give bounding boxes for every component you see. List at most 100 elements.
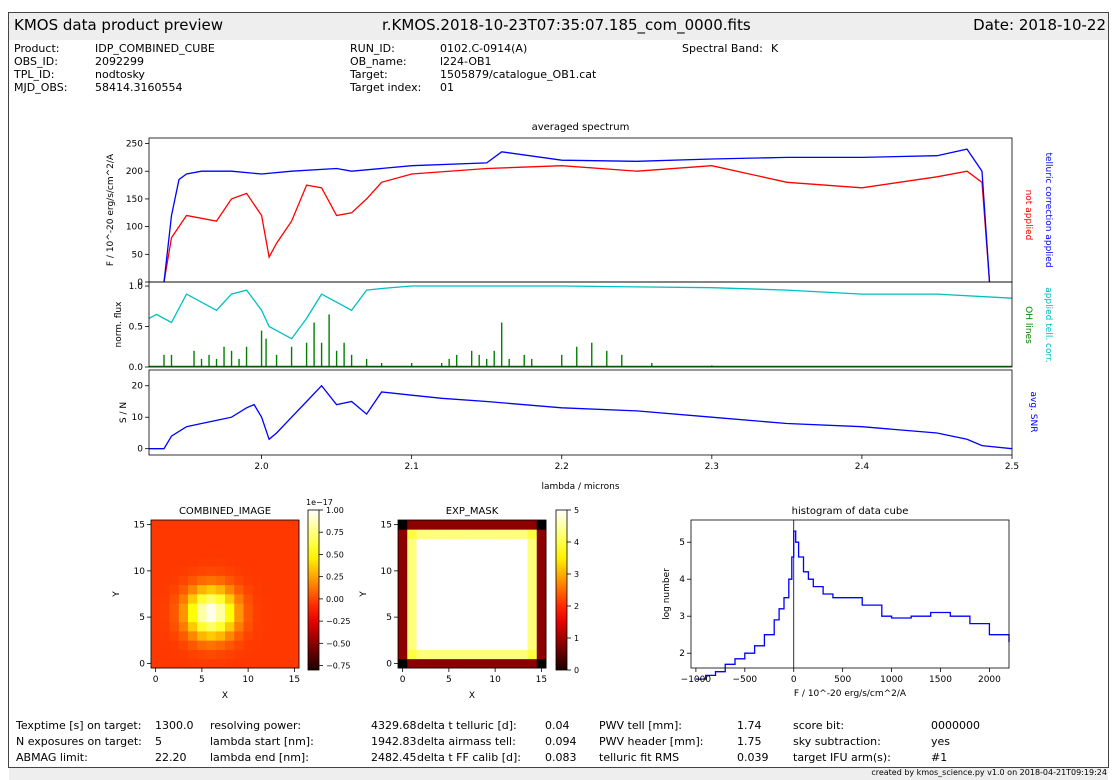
image-pixel [444,603,454,613]
image-pixel [499,557,510,567]
image-pixel [499,575,510,586]
image-pixel [178,640,189,650]
image-pixel [225,631,235,641]
y-tick-label: 0 [139,659,145,669]
image-pixel [472,658,482,669]
image-pixel [234,594,244,604]
image-pixel [225,584,235,595]
image-pixel [407,566,417,576]
image-pixel [169,640,180,650]
image-pixel [435,658,445,669]
image-pixel [481,621,491,632]
image-pixel [234,640,244,650]
meta-label: RUN_ID: [350,42,395,55]
image-pixel [169,575,180,586]
image-pixel [178,529,189,539]
image-pixel [206,658,217,669]
image-pixel [435,575,445,586]
image-pixel [151,547,161,558]
image-pixel [160,520,170,530]
image-pixel [453,529,464,539]
image-pixel [225,520,235,530]
image-pixel [536,566,547,576]
y-tick-label: 0 [137,445,143,455]
image-pixel [481,594,491,604]
image-pixel [271,631,281,641]
stat-value: 22.20 [155,751,187,764]
stat-value: 2482.45 [371,751,417,764]
image-pixel [499,520,510,530]
image-pixel [444,631,454,641]
image-pixel [416,631,427,641]
image-pixel [527,520,538,530]
image-pixel [271,603,281,613]
image-pixel [160,557,170,567]
image-pixel [151,612,161,623]
image-pixel [444,575,454,586]
image-pixel [444,520,454,530]
chart-title: histogram of data cube [792,506,909,517]
image-pixel [472,603,482,613]
y-tick-label: 3 [679,612,685,622]
image-pixel [243,557,254,567]
image-pixel [188,631,198,641]
image-pixel [527,658,538,669]
image-pixel [151,658,161,669]
image-pixel [197,584,207,595]
image-pixel [160,538,170,549]
image-pixel [178,547,189,558]
image-pixel [197,594,207,604]
image-pixel [435,538,445,549]
image-pixel [178,575,189,586]
image-pixel [527,621,538,632]
image-pixel [518,529,528,539]
meta-label: OBS_ID: [14,55,58,68]
image-pixel [206,557,217,567]
image-pixel [234,557,244,567]
image-pixel [289,612,300,623]
image-pixel [425,594,436,604]
y-axis-label: Y [112,591,122,598]
image-pixel [416,520,427,530]
image-pixel [425,538,436,549]
stat-value: yes [931,735,951,748]
image-pixel [527,612,538,623]
y-tick-label: 100 [126,223,143,233]
image-pixel [444,584,454,595]
image-pixel [262,649,272,660]
image-pixel [234,575,244,586]
image-pixel [536,575,547,586]
image-pixel [453,603,464,613]
image-pixel [252,557,263,567]
image-pixel [206,649,217,660]
image-pixel [453,547,464,558]
image-pixel [225,621,235,632]
y-tick-label: 4 [679,575,685,585]
series-line-not-applied [163,165,991,283]
image-pixel [225,575,235,586]
image-pixel [462,566,473,576]
image-pixel [518,658,528,669]
image-pixel [151,584,161,595]
image-pixel [280,575,291,586]
image-pixel [527,547,538,558]
y-tick-label: 10 [134,567,146,577]
image-pixel [407,538,417,549]
x-tick-label: 0 [400,675,406,685]
image-pixel [416,575,427,586]
image-pixel [215,575,226,586]
image-pixel [518,566,528,576]
image-pixel [206,594,217,604]
image-pixel [398,631,408,641]
image-pixel [444,612,454,623]
image-pixel [453,612,464,623]
image-pixel [472,631,482,641]
x-axis-label: F / 10^-20 erg/s/cm^2/A [794,689,907,699]
colorbar-tick-label: 1.00 [326,506,344,515]
image-pixel [234,584,244,595]
image-pixel [160,631,170,641]
image-pixel [435,529,445,539]
meta-value: 1505879/catalogue_OB1.cat [440,68,597,81]
stat-value: 1.75 [737,735,762,748]
image-pixel [160,612,170,623]
